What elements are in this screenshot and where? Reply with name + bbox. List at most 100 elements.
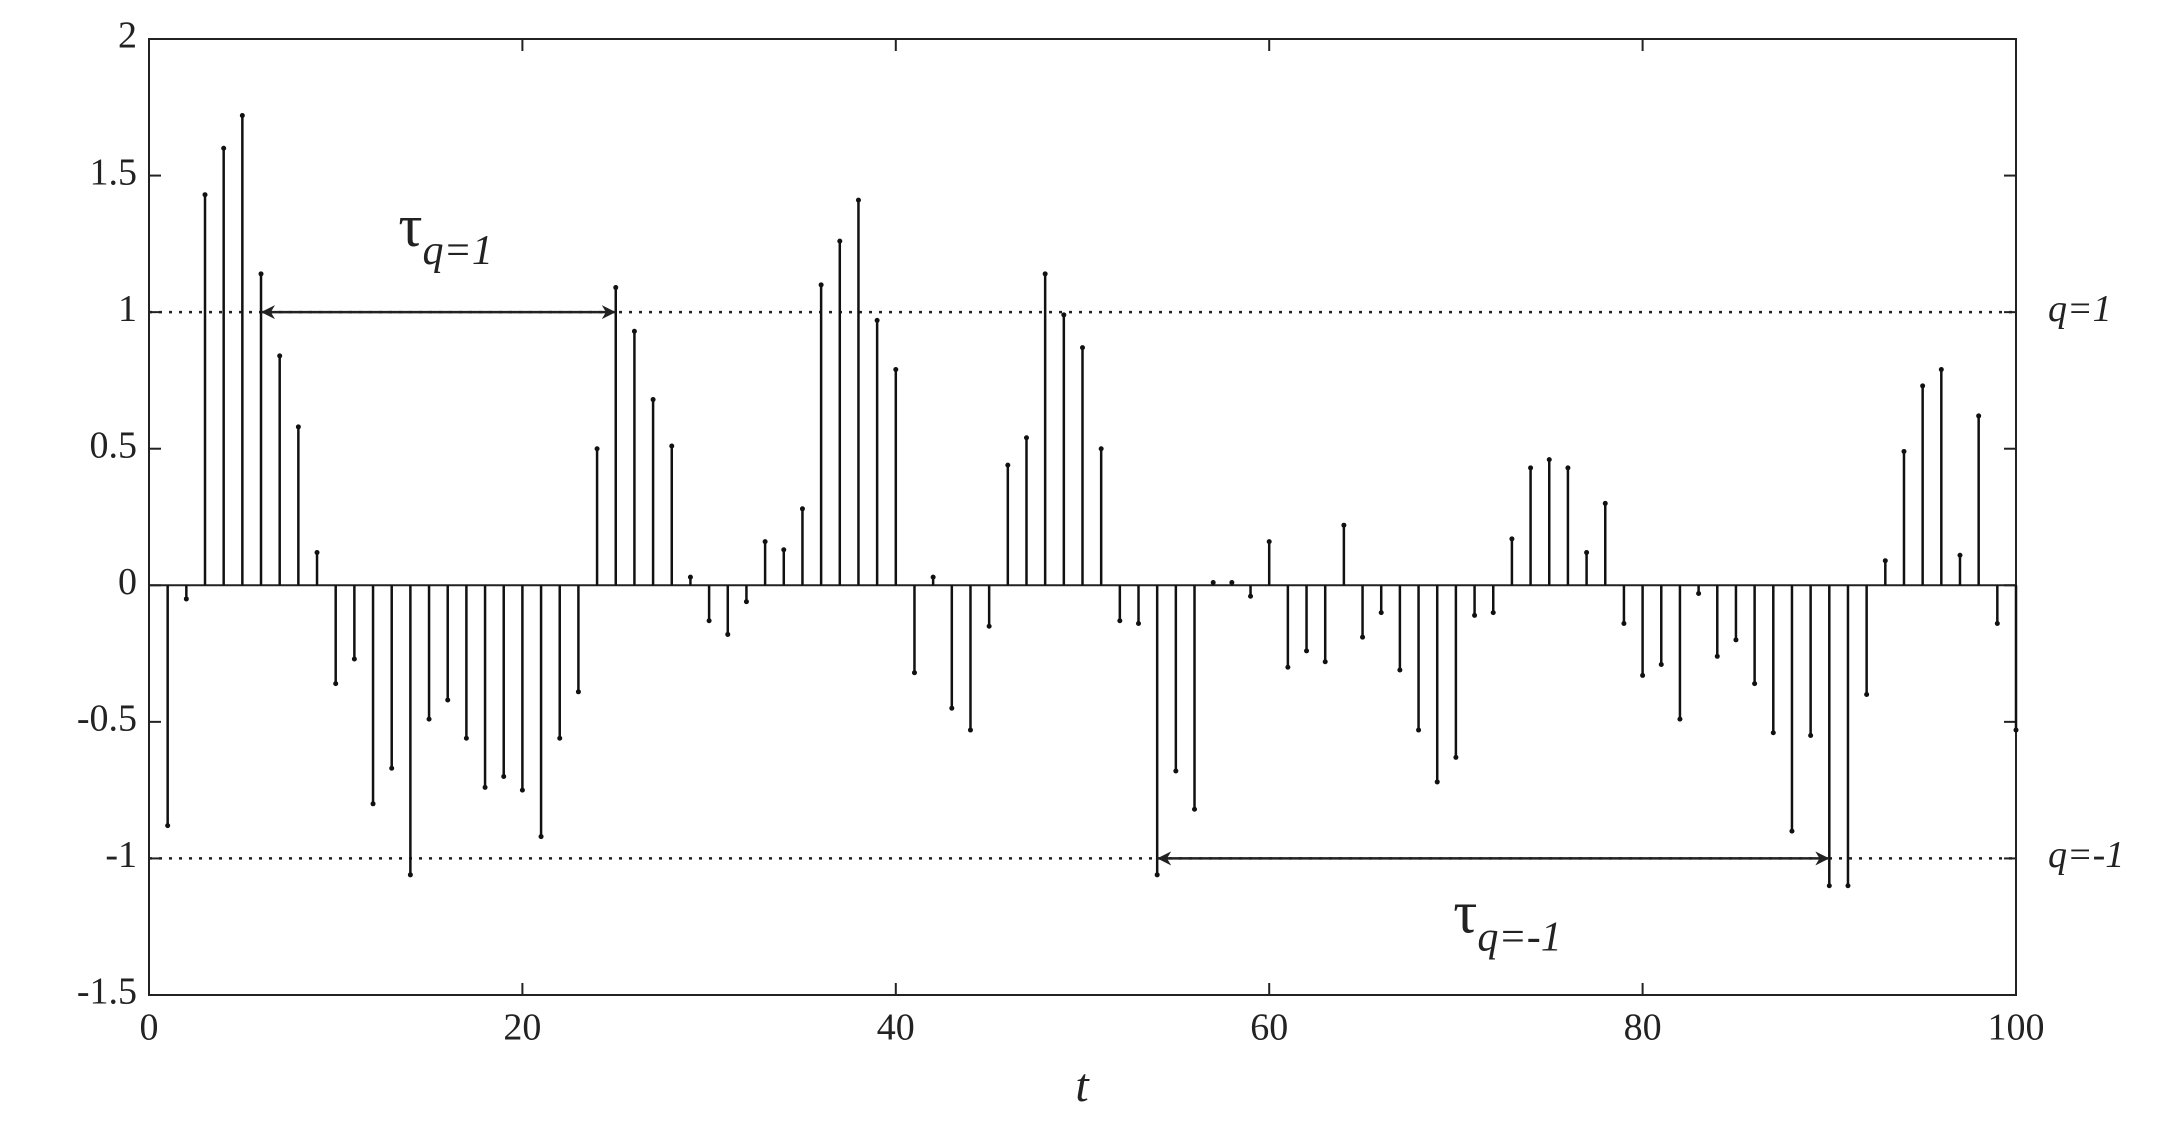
stem-tip [351, 656, 357, 662]
stem-tip [1696, 590, 1702, 596]
stem-tip [1080, 345, 1085, 351]
stem-tip [445, 697, 451, 703]
stem-tip [1584, 550, 1590, 556]
stem-tip [538, 834, 544, 840]
plot-frame [148, 38, 2017, 996]
stem-tip [949, 705, 955, 711]
stem-tip [557, 735, 563, 741]
stem-tip [1602, 500, 1608, 506]
stem-tip [1341, 522, 1347, 528]
tau-symbol: τ [1453, 879, 1477, 945]
stem-tip [818, 282, 824, 288]
y-tick-label: -0.5 [77, 698, 137, 740]
stem-tip [1565, 465, 1571, 471]
y-tick-label: 2 [118, 15, 137, 57]
stem-tip [1658, 661, 1664, 667]
stem-tip [613, 285, 619, 291]
stem-tip [277, 353, 283, 359]
y-tick-label: -1 [105, 834, 137, 876]
stem-tip [1938, 367, 1944, 373]
stem-tip [1882, 558, 1888, 564]
stem-tip [202, 192, 208, 198]
tau-subscript: q=-1 [1477, 914, 1561, 960]
x-tick-label: 40 [877, 1007, 915, 1049]
stem-tip [1322, 659, 1328, 665]
stem-tip [1360, 634, 1366, 640]
stem-tip [1434, 779, 1440, 785]
stem-tip [1453, 754, 1459, 760]
stem-tip [893, 367, 899, 373]
x-tick-label: 0 [140, 1007, 159, 1049]
stem-tip [1378, 610, 1384, 616]
stem-tip [1192, 806, 1198, 812]
stem-tip [333, 681, 339, 687]
stem-tip [837, 238, 843, 244]
stem-tip [407, 872, 413, 878]
threshold-label: q=1 [2048, 288, 2112, 330]
stem-tip [1005, 462, 1011, 468]
stem-tip [631, 328, 637, 334]
stem-tip [669, 443, 675, 449]
stem-tip [1304, 648, 1310, 654]
y-tick-label: -1.5 [77, 971, 137, 1013]
stem-tip [911, 670, 917, 676]
interval-label: τq=-1 [1453, 879, 1561, 960]
stem-tip [725, 631, 731, 637]
y-tick-label: 1.5 [90, 151, 138, 193]
stem-tip [1136, 621, 1142, 627]
stem-tip [1061, 312, 1067, 318]
y-tick-label: 0 [118, 561, 137, 603]
stem-tip [1808, 733, 1814, 739]
stem-tip [1472, 612, 1478, 618]
stem-tip [1042, 271, 1048, 277]
stem-tip [1229, 580, 1235, 586]
stem-tip [1976, 413, 1982, 419]
stem-tip [799, 506, 805, 512]
x-tick-label: 20 [503, 1007, 541, 1049]
stem-tip [1752, 681, 1758, 687]
stem-tip [1023, 435, 1029, 441]
stem-tip [1826, 883, 1832, 889]
stem-tip [1248, 593, 1254, 599]
stem-tip [389, 765, 395, 771]
stem-tip [519, 787, 525, 793]
y-tick-label: 1 [118, 288, 137, 330]
stem-tip [1677, 716, 1683, 722]
stem-tip [426, 716, 432, 722]
stem-tip [1285, 664, 1291, 670]
stem-tip [855, 197, 861, 203]
stem-tip [1733, 637, 1739, 643]
stem-tip [1490, 610, 1496, 616]
stem-tip [575, 689, 581, 695]
stem-tip [165, 823, 171, 829]
stem-tip [930, 574, 936, 580]
stem-tip [967, 727, 973, 733]
stem-tip [762, 539, 768, 545]
stem-tip [295, 424, 301, 430]
stem-tip [1845, 883, 1851, 889]
stem-tip [1994, 621, 2000, 627]
stem-tip [1957, 552, 1963, 558]
x-tick-label: 100 [1988, 1007, 2045, 1049]
stem-tip [1714, 653, 1720, 659]
x-tick-label: 80 [1624, 1007, 1662, 1049]
stem-tip [314, 550, 320, 556]
threshold-label: q=-1 [2048, 834, 2124, 876]
stem-tip [1117, 618, 1123, 624]
stem-tip [1546, 457, 1552, 463]
interval-label: τq=1 [398, 193, 492, 274]
stem-tip [1621, 621, 1627, 627]
stem-tip [1509, 536, 1515, 542]
stem-tip [986, 623, 992, 629]
stem-tip [1098, 446, 1104, 452]
stem-tip [743, 599, 749, 605]
stem-tip [221, 145, 227, 151]
stem-tip [1901, 448, 1907, 454]
stem-tip [594, 446, 600, 452]
stem-tip [1528, 465, 1534, 471]
x-axis-label: t [1075, 1059, 1090, 1112]
stem-tip [1416, 727, 1422, 733]
stem-tip [1154, 872, 1160, 878]
stem-tip [1920, 383, 1926, 389]
